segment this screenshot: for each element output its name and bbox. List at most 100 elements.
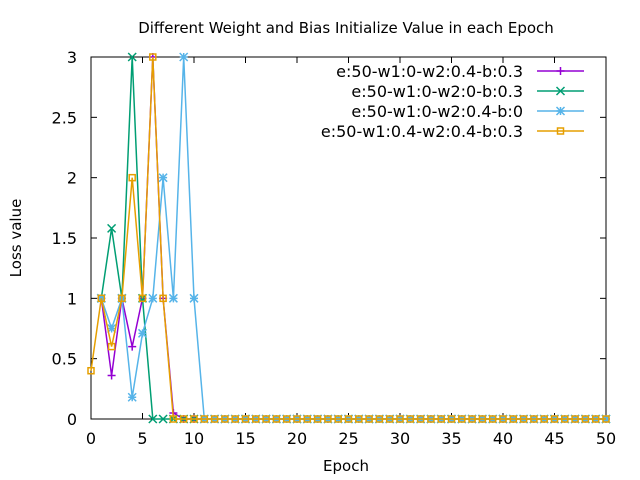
cross-marker (148, 414, 158, 424)
square-marker (221, 415, 229, 423)
square-marker (437, 415, 445, 423)
legend-label: e:50-w1:0-w2:0-b:0.3 (351, 82, 523, 101)
legend-item: e:50-w1:0.4-w2:0.4-b:0.3 (321, 122, 584, 141)
square-marker (556, 127, 565, 135)
square-marker (365, 415, 373, 423)
square-marker (282, 415, 291, 423)
x-tick-label: 35 (441, 429, 461, 448)
square-marker (272, 415, 281, 423)
square-marker (190, 415, 198, 423)
x-tick-label: 40 (493, 429, 513, 448)
square-marker (262, 415, 270, 423)
square-marker (602, 415, 610, 423)
cross-marker (107, 223, 117, 233)
legend-label: e:50-w1:0-w2:0.4-b:0 (351, 102, 523, 121)
plus-marker (556, 67, 565, 75)
square-marker (128, 173, 136, 182)
square-marker (97, 294, 106, 303)
square-marker (499, 415, 507, 423)
square-marker (530, 415, 538, 423)
y-tick-label: 0.5 (52, 350, 77, 369)
square-marker (416, 415, 425, 423)
cross-marker (158, 414, 168, 424)
square-marker (179, 415, 188, 423)
asterisk-marker (179, 52, 189, 62)
square-marker (344, 415, 353, 423)
legend-item: e:50-w1:0-w2:0.4-b:0.3 (336, 62, 584, 81)
square-marker (303, 415, 312, 423)
square-marker (458, 415, 466, 423)
plus-marker (128, 342, 137, 351)
cross-marker (127, 52, 137, 62)
asterisk-marker (168, 293, 178, 303)
y-tick-label: 1.5 (52, 229, 77, 248)
x-tick-label: 10 (184, 429, 204, 448)
square-marker (478, 415, 487, 423)
legend-label: e:50-w1:0.4-w2:0.4-b:0.3 (321, 122, 523, 141)
square-marker (241, 415, 250, 423)
square-marker (509, 415, 518, 423)
square-marker (313, 415, 322, 423)
axis-ticks: 0 5 10 15 20 25 30 35 40 45 50 0 0.5 1 1.5 2 2.5 3 (52, 48, 617, 448)
y-tick-label: 3 (67, 48, 77, 67)
square-marker (468, 415, 476, 423)
asterisk-marker (189, 293, 199, 303)
square-marker (159, 294, 167, 303)
asterisk-marker (158, 173, 168, 183)
x-axis-label: Epoch (323, 457, 369, 475)
square-marker (334, 415, 342, 423)
chart-title: Different Weight and Bias Initialize Val… (138, 19, 554, 37)
square-marker (519, 415, 528, 423)
plus-marker (107, 371, 116, 380)
legend-label: e:50-w1:0-w2:0.4-b:0.3 (336, 62, 523, 81)
square-marker (540, 415, 548, 423)
square-marker (396, 415, 404, 423)
square-marker (571, 415, 579, 423)
square-marker (550, 415, 559, 423)
square-marker (149, 53, 157, 61)
y-tick-label: 2.5 (52, 108, 77, 127)
series-4 (87, 53, 610, 423)
series-layer (87, 52, 611, 424)
x-tick-label: 0 (86, 429, 96, 448)
square-marker (488, 415, 497, 423)
square-marker (447, 415, 456, 423)
square-marker (118, 294, 126, 303)
square-marker (252, 415, 260, 423)
square-marker (200, 415, 209, 423)
square-marker (591, 415, 600, 423)
y-axis-label: Loss value (7, 199, 25, 278)
x-tick-label: 25 (338, 429, 358, 448)
square-marker (231, 415, 239, 423)
y-tick-label: 2 (67, 169, 77, 188)
asterisk-marker (127, 392, 137, 402)
square-marker (169, 415, 178, 423)
x-tick-label: 50 (596, 429, 616, 448)
square-marker (427, 415, 435, 423)
square-marker (210, 415, 219, 423)
square-marker (561, 415, 569, 423)
asterisk-marker (148, 293, 158, 303)
y-tick-label: 1 (67, 289, 77, 308)
asterisk-marker (107, 323, 117, 334)
square-marker (293, 415, 301, 423)
x-tick-label: 30 (390, 429, 410, 448)
x-tick-label: 45 (544, 429, 564, 448)
square-marker (138, 294, 147, 303)
legend-item: e:50-w1:0-w2:0-b:0.3 (351, 82, 584, 101)
square-marker (406, 415, 415, 423)
square-marker (375, 415, 384, 423)
x-tick-label: 15 (235, 429, 255, 448)
legend-item: e:50-w1:0-w2:0.4-b:0 (351, 102, 584, 121)
y-tick-label: 0 (67, 410, 77, 429)
asterisk-marker (555, 106, 566, 116)
square-marker (87, 366, 95, 375)
cross-marker (555, 86, 566, 96)
x-tick-label: 5 (137, 429, 147, 448)
square-marker (581, 415, 590, 423)
legend: e:50-w1:0-w2:0.4-b:0.3e:50-w1:0-w2:0-b:0… (321, 62, 584, 141)
x-tick-label: 20 (287, 429, 307, 448)
asterisk-marker (137, 328, 148, 338)
square-marker (355, 415, 363, 423)
